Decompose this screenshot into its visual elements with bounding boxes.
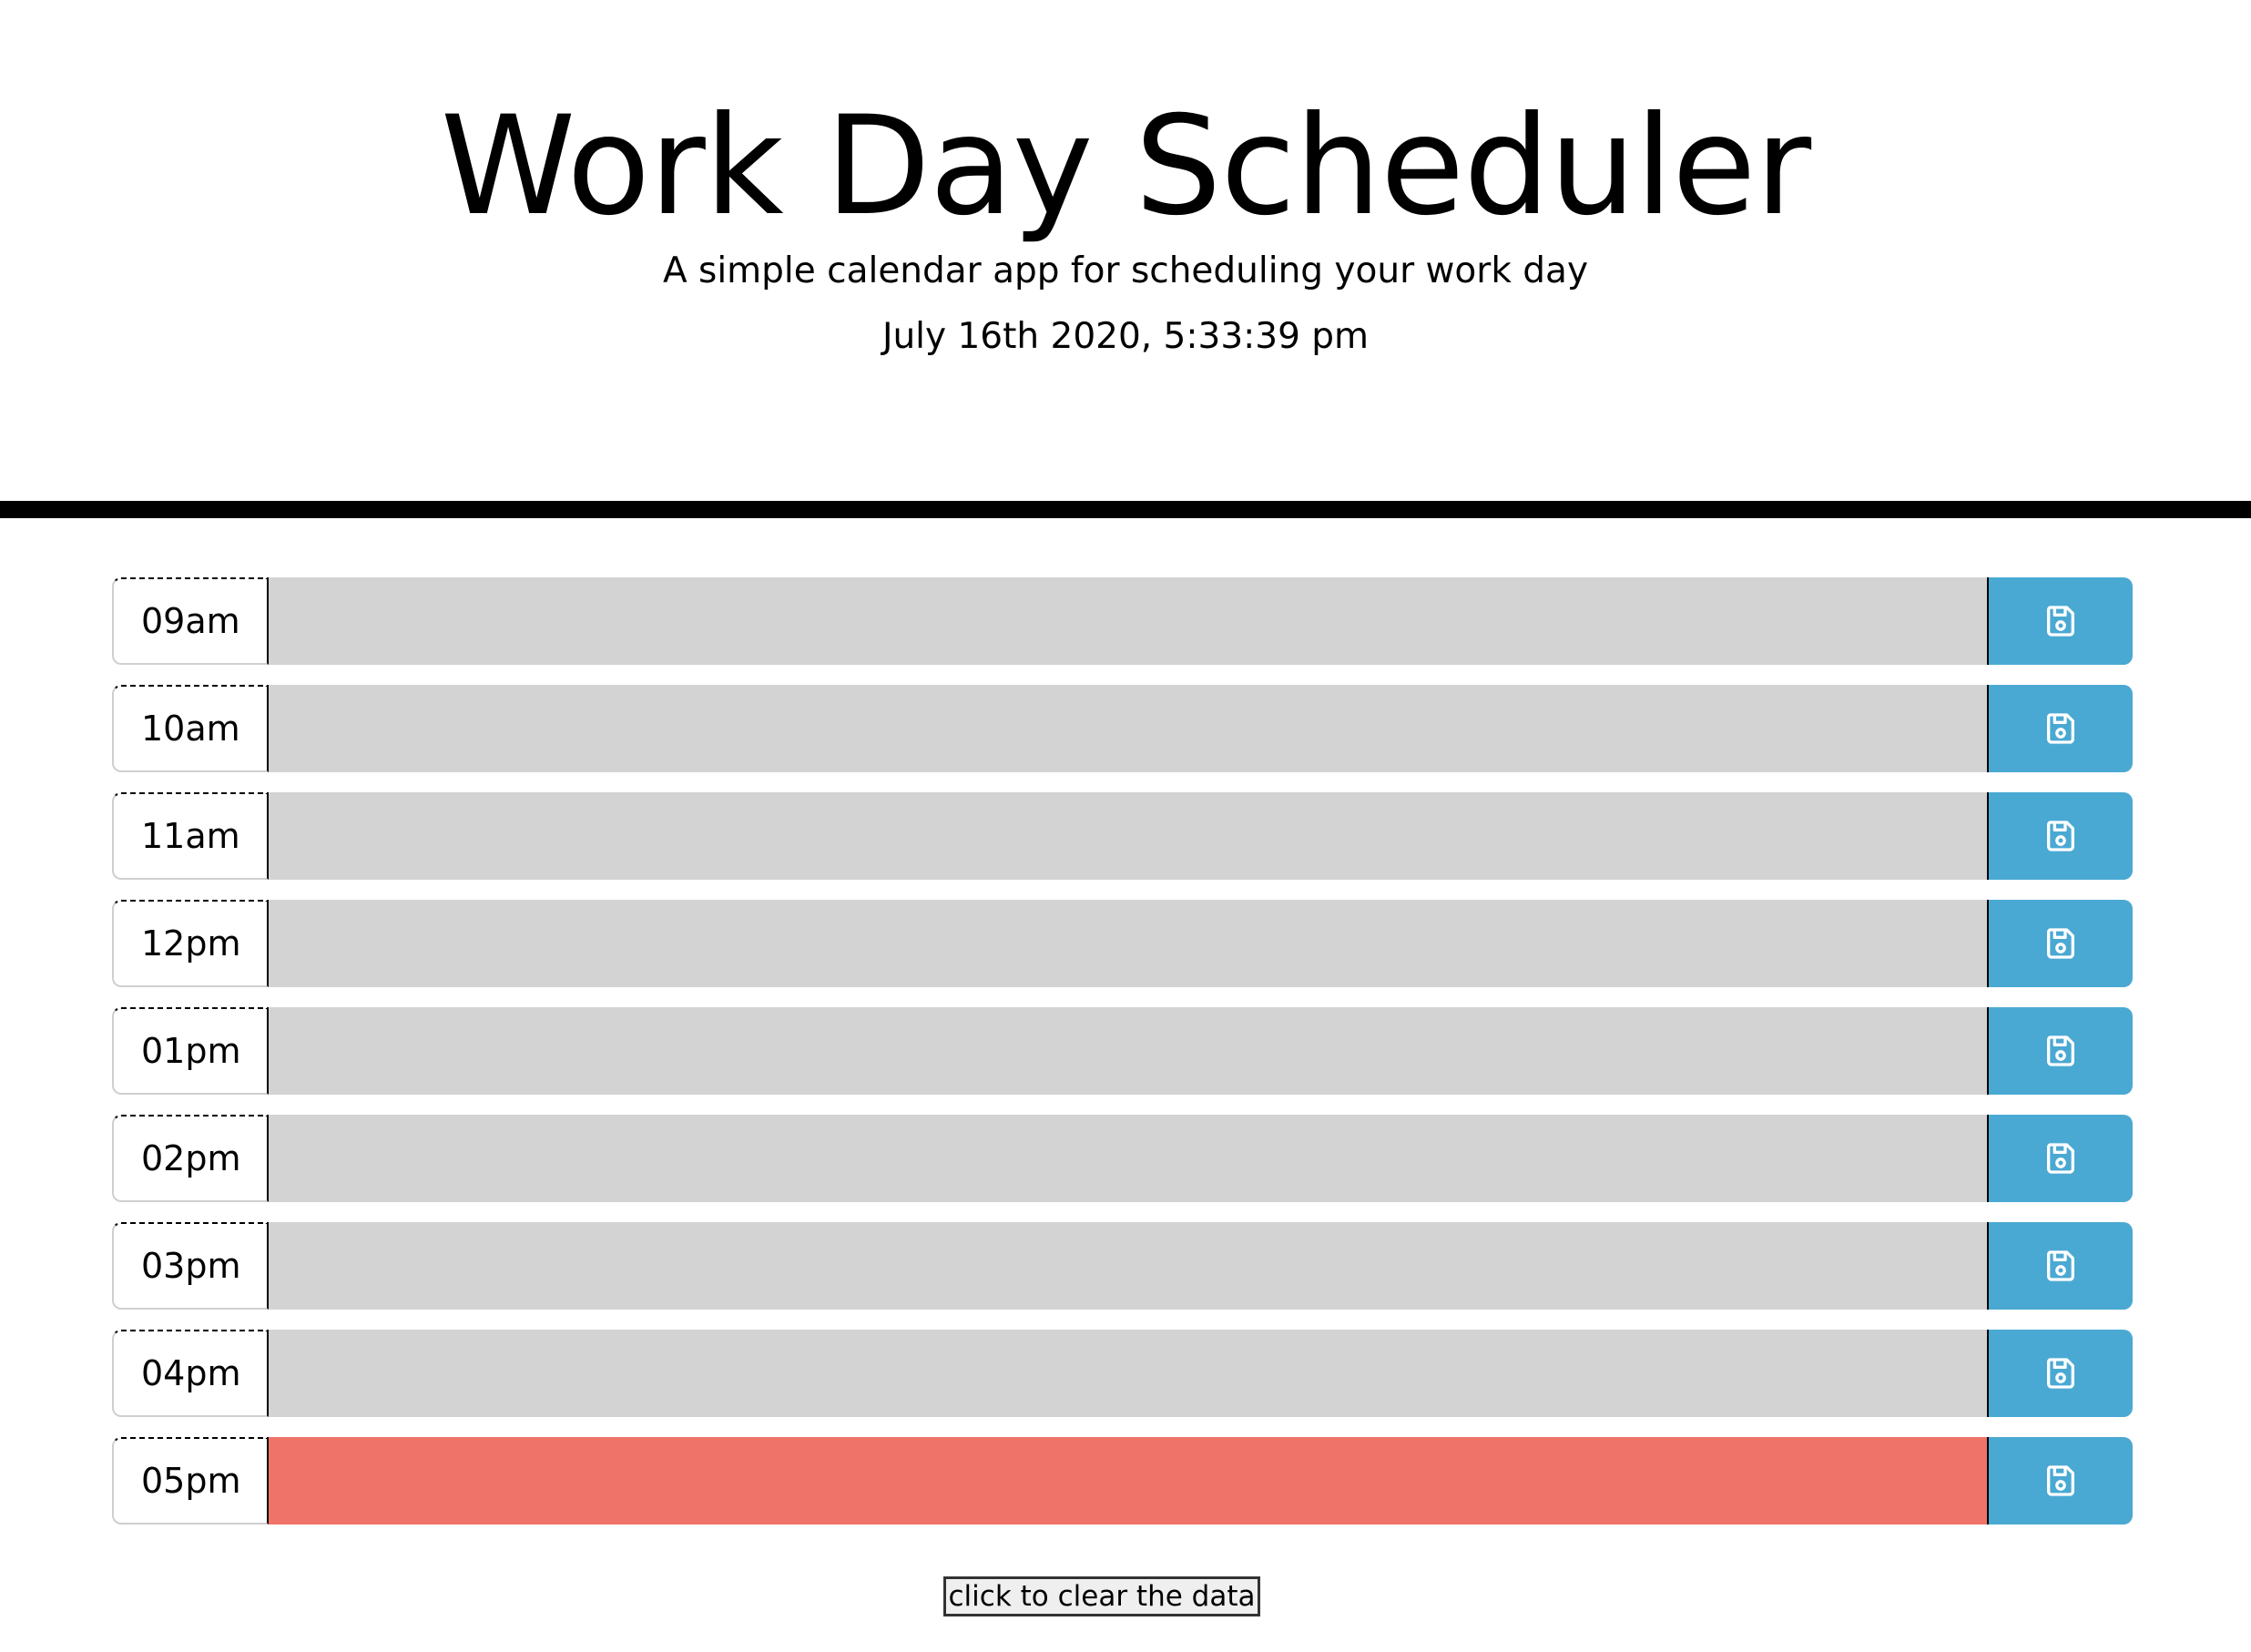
jumbotron-header: Work Day Scheduler A simple calendar app… [0, 0, 2251, 518]
hour-label: 05pm [112, 1437, 269, 1525]
time-block: 05pm [112, 1437, 2133, 1525]
page-subtitle: A simple calendar app for scheduling you… [662, 250, 1589, 291]
description-input[interactable] [269, 792, 1987, 880]
description-input[interactable] [269, 1330, 1987, 1417]
time-block: 11am [112, 792, 2133, 880]
save-button[interactable] [1987, 1115, 2133, 1202]
description-input[interactable] [269, 900, 1987, 987]
hour-label: 02pm [112, 1115, 269, 1202]
save-icon [2046, 1358, 2074, 1389]
save-button[interactable] [1987, 685, 2133, 772]
current-day: July 16th 2020, 5:33:39 pm [881, 316, 1370, 357]
save-button[interactable] [1987, 577, 2133, 665]
description-input[interactable] [269, 685, 1987, 772]
description-input[interactable] [269, 1437, 1987, 1525]
hour-label: 11am [112, 792, 269, 880]
description-input[interactable] [269, 1007, 1987, 1095]
save-icon [2046, 713, 2074, 744]
save-icon [2046, 1250, 2074, 1281]
time-block: 10am [112, 685, 2133, 772]
time-block: 12pm [112, 900, 2133, 987]
description-input[interactable] [269, 1115, 1987, 1202]
clear-data-button[interactable]: click to clear the data [943, 1576, 1260, 1616]
hour-label: 09am [112, 577, 269, 665]
hour-label: 04pm [112, 1330, 269, 1417]
time-block-container: 09am 10am 11am 12pm 01pm 02pm [112, 577, 2133, 1545]
time-block: 03pm [112, 1222, 2133, 1310]
description-input[interactable] [269, 1222, 1987, 1310]
time-block: 02pm [112, 1115, 2133, 1202]
save-button[interactable] [1987, 1222, 2133, 1310]
save-button[interactable] [1987, 900, 2133, 987]
hour-label: 10am [112, 685, 269, 772]
description-input[interactable] [269, 577, 1987, 665]
hour-label: 03pm [112, 1222, 269, 1310]
save-icon [2046, 1465, 2074, 1496]
hour-label: 01pm [112, 1007, 269, 1095]
time-block: 01pm [112, 1007, 2133, 1095]
save-button[interactable] [1987, 1007, 2133, 1095]
save-button[interactable] [1987, 1330, 2133, 1417]
time-block: 04pm [112, 1330, 2133, 1417]
save-button[interactable] [1987, 1437, 2133, 1525]
time-block: 09am [112, 577, 2133, 665]
save-icon [2046, 928, 2074, 959]
save-icon [2046, 606, 2074, 637]
save-icon [2046, 1143, 2074, 1174]
save-icon [2046, 821, 2074, 851]
page-title: Work Day Scheduler [440, 87, 1811, 246]
hour-label: 12pm [112, 900, 269, 987]
save-icon [2046, 1035, 2074, 1066]
save-button[interactable] [1987, 792, 2133, 880]
